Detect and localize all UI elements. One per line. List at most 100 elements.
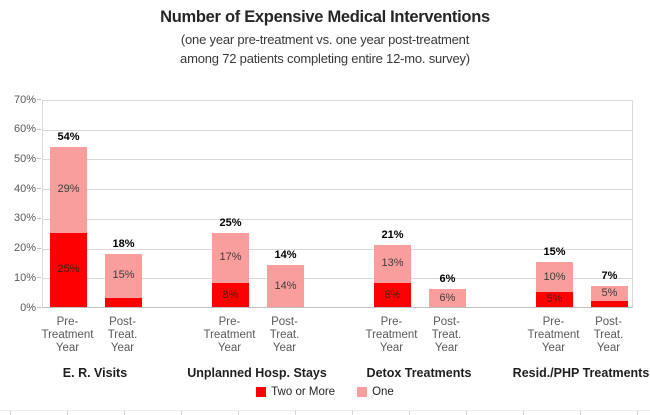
- y-axis-tick-label: 40%: [13, 182, 36, 195]
- bar-segment-one-label: 14%: [274, 279, 297, 292]
- y-axis-tick-label: 0%: [20, 301, 36, 314]
- ruler-tick: [67, 411, 68, 415]
- category-label-line: Treat.: [593, 329, 624, 341]
- bar-segment-two-or-more-label: 5%: [546, 293, 563, 306]
- bar-total-label: 15%: [543, 246, 566, 259]
- y-axis-tick-mark: [37, 188, 41, 190]
- gridline: [43, 189, 632, 191]
- category-label-line: Post-: [271, 316, 298, 328]
- bar-total-label: 6%: [439, 273, 456, 286]
- legend-label: One: [372, 386, 394, 398]
- plot-area: 54% 29% 25% 18% 15% 25% 17% 8% 14% 14% 21% 13% 8% 6% 6…: [42, 100, 633, 308]
- bar-segment-two-or-more: [105, 298, 142, 307]
- ruler-tick: [238, 411, 239, 415]
- y-axis-tick-mark: [37, 277, 41, 279]
- ruler-tick: [295, 411, 296, 415]
- category-label-line: Treatment: [527, 329, 580, 341]
- chart-subtitle-line2: among 72 patients completing entire 12-m…: [180, 51, 470, 66]
- category-label-line: Treatment: [41, 329, 94, 341]
- y-axis-tick-mark: [37, 128, 41, 130]
- ruler-tick: [181, 411, 182, 415]
- category-label: Post- Treat. Year: [250, 316, 320, 355]
- y-axis-tick-mark: [37, 247, 41, 249]
- bar-segment-two-or-more-label: 8%: [384, 288, 401, 301]
- gridline: [43, 218, 632, 220]
- y-axis-tick-mark: [37, 307, 41, 308]
- category-label-line: Post-: [109, 316, 136, 328]
- bar-segment-one-label: 13%: [381, 257, 404, 270]
- gridline: [43, 159, 632, 161]
- y-axis-tick-mark: [37, 158, 41, 160]
- y-axis-tick-label: 30%: [13, 212, 36, 225]
- category-label-line: Year: [596, 342, 621, 354]
- legend-label: Two or More: [271, 386, 336, 398]
- bar-segment-one-label: 15%: [112, 269, 135, 282]
- legend-swatch-icon: [256, 387, 267, 397]
- category-label-line: Year: [110, 342, 135, 354]
- category-label-line: Year: [379, 342, 404, 354]
- ruler-tick: [409, 411, 410, 415]
- y-axis-tick-mark: [37, 99, 41, 100]
- chart-subtitle-line1: (one year pre-treatment vs. one year pos…: [180, 32, 470, 47]
- bar-segment-one: [429, 289, 466, 307]
- category-label-line: Pre-: [542, 316, 565, 328]
- cropped-bottom-edge-line: [0, 410, 650, 411]
- category-label: Post- Treat. Year: [88, 316, 158, 355]
- ruler-tick: [466, 411, 467, 415]
- gridline: [43, 248, 632, 250]
- category-label-line: Treatment: [203, 329, 256, 341]
- y-axis-tick-label: 50%: [13, 152, 36, 165]
- y-axis-tick-label: 20%: [13, 242, 36, 255]
- gridline: [43, 129, 632, 131]
- bar-segment-one-label: 5%: [601, 287, 618, 300]
- category-label-line: Year: [217, 342, 242, 354]
- category-label-line: Pre-: [380, 316, 403, 328]
- group-label: E. R. Visits: [62, 366, 128, 380]
- group-label: Detox Treatments: [366, 366, 472, 380]
- legend-swatch-icon: [357, 387, 368, 397]
- bar-total-label: 14%: [274, 249, 297, 262]
- category-label: Post- Treat. Year: [574, 316, 644, 355]
- bar-segment-one: [591, 286, 628, 302]
- category-label-line: Post-: [595, 316, 622, 328]
- category-label-line: Pre-: [218, 316, 241, 328]
- category-label-line: Treat.: [431, 329, 462, 341]
- bar-segment-one: [536, 262, 573, 293]
- ruler-tick: [580, 411, 581, 415]
- ruler-tick: [523, 411, 524, 415]
- bar-segment-one-label: 10%: [543, 270, 566, 283]
- legend-item: Two or More: [256, 386, 335, 398]
- legend-item: One: [357, 386, 394, 398]
- y-axis-tick-label: 10%: [13, 271, 36, 284]
- ruler-tick: [10, 411, 11, 415]
- bar-total-label: 21%: [381, 228, 404, 241]
- bar-segment-one: [212, 232, 249, 284]
- category-label: Post- Treat. Year: [412, 316, 482, 355]
- bar-segment-two-or-more-label: 25%: [57, 263, 80, 276]
- bar-segment-two-or-more-label: 8%: [222, 288, 239, 301]
- chart-title: Number of Expensive Medical Intervention…: [160, 8, 490, 26]
- category-label-line: Treat.: [269, 329, 300, 341]
- category-label: Pre- Treatment Year: [195, 316, 265, 355]
- bar-total-label: 18%: [112, 237, 135, 250]
- y-axis-tick-label: 60%: [13, 123, 36, 136]
- bar-segment-one-label: 29%: [57, 183, 80, 196]
- category-label-line: Year: [55, 342, 80, 354]
- legend: Two or More One: [0, 386, 650, 398]
- bar-segment-two-or-more: [212, 283, 249, 307]
- bar-segment-one: [50, 146, 87, 233]
- ruler-tick: [637, 411, 638, 415]
- y-axis-tick-label: 70%: [13, 93, 36, 106]
- bar-segment-two-or-more: [50, 232, 87, 307]
- bar-total-label: 7%: [601, 270, 618, 283]
- bar-segment-one-label: 17%: [219, 251, 242, 264]
- category-label-line: Treat.: [107, 329, 138, 341]
- category-label: Pre- Treatment Year: [519, 316, 589, 355]
- category-label-line: Year: [434, 342, 459, 354]
- group-label: Resid./PHP Treatments: [512, 366, 650, 380]
- bar-total-label: 25%: [219, 216, 242, 229]
- category-label: Pre- Treatment Year: [357, 316, 427, 355]
- y-axis-tick-mark: [37, 217, 41, 219]
- bar-segment-two-or-more: [536, 292, 573, 307]
